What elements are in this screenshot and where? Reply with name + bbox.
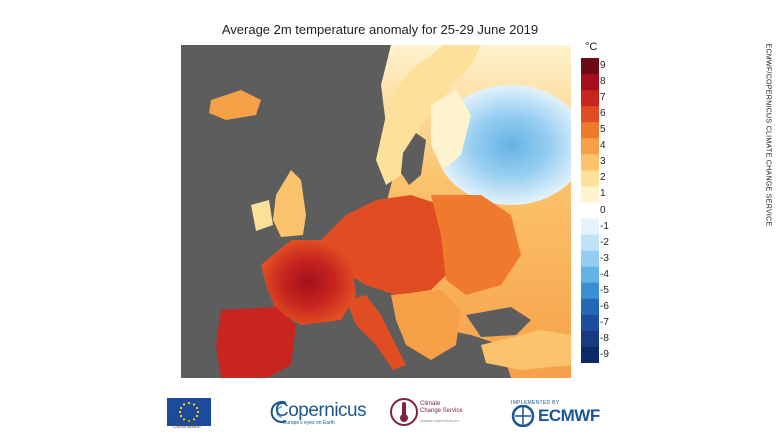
colorbar-tick-label: 1 bbox=[600, 188, 606, 200]
colorbar-tick-label: 5 bbox=[600, 124, 606, 136]
colorbar-step bbox=[581, 58, 599, 75]
colorbar-step bbox=[581, 74, 599, 91]
colorbar-step bbox=[581, 298, 599, 316]
ireland bbox=[251, 200, 273, 231]
ecmwf-implemented-label: IMPLEMENTED BY bbox=[511, 400, 560, 406]
colorbar-tick-label: -3 bbox=[600, 252, 609, 264]
colorbar-tick-label: -7 bbox=[600, 316, 609, 328]
copernicus-swirl-icon bbox=[270, 401, 287, 423]
colorbar-tick-label: -5 bbox=[600, 284, 609, 296]
colorbar-step bbox=[581, 138, 599, 155]
colorbar-tick-label: -4 bbox=[600, 268, 609, 280]
colorbar-tick-label: 6 bbox=[600, 108, 606, 120]
temperature-anomaly-map bbox=[181, 45, 571, 378]
colorbar-step bbox=[581, 106, 599, 123]
colorbar-step bbox=[581, 266, 599, 284]
colorbar-step bbox=[581, 154, 599, 171]
colorbar-tick-label: -8 bbox=[600, 332, 609, 344]
copernicus-logo-text: Copernicus bbox=[275, 400, 367, 421]
france bbox=[261, 240, 356, 325]
copernicus-tagline: Europe's eyes on Earth bbox=[283, 420, 335, 426]
iberia bbox=[216, 307, 296, 378]
side-credit-text: ECMWF/COPERNICUS CLIMATE CHANGE SERVICE bbox=[764, 43, 772, 227]
colorbar-step bbox=[581, 122, 599, 139]
colorbar-step bbox=[581, 282, 599, 300]
colorbar bbox=[581, 58, 599, 363]
colorbar-tick-label: 0 bbox=[600, 204, 606, 216]
colorbar-tick-label: -1 bbox=[600, 220, 609, 232]
colorbar-tick-label: 7 bbox=[600, 92, 606, 104]
c3s-label: Climate Change Service bbox=[420, 401, 463, 414]
colorbar-tick-label: -2 bbox=[600, 236, 609, 248]
colorbar-step bbox=[581, 330, 599, 348]
british-isles bbox=[273, 170, 306, 237]
finland bbox=[431, 90, 471, 170]
side-credit: ECMWF/COPERNICUS CLIMATE CHANGE SERVICE bbox=[762, 40, 774, 230]
logo-strip: European Commission Copernicus Europe's e… bbox=[0, 392, 780, 432]
ec-label: European Commission bbox=[173, 419, 201, 430]
scandinavia bbox=[376, 45, 481, 185]
colorbar-step bbox=[581, 90, 599, 107]
colorbar-step bbox=[581, 186, 599, 203]
eastern-europe bbox=[431, 195, 521, 295]
colorbar-step bbox=[581, 202, 599, 220]
c3s-url: climate.copernicus.eu bbox=[420, 418, 459, 423]
colorbar-step bbox=[581, 250, 599, 268]
thermometer-icon bbox=[390, 398, 418, 426]
colorbar-tick-label: -9 bbox=[600, 348, 609, 360]
eu-flag-icon bbox=[167, 398, 211, 426]
central-europe bbox=[321, 195, 461, 295]
turkey bbox=[481, 330, 571, 370]
colorbar-unit: °C bbox=[585, 41, 598, 53]
colorbar-tick-label: -6 bbox=[600, 300, 609, 312]
colorbar-step bbox=[581, 234, 599, 252]
ecmwf-globe-icon bbox=[511, 405, 535, 427]
iceland bbox=[209, 90, 261, 120]
colorbar-tick-label: 3 bbox=[600, 156, 606, 168]
colorbar-step bbox=[581, 314, 599, 332]
balkans bbox=[391, 290, 461, 360]
baltic-sea bbox=[401, 133, 426, 185]
colorbar-step bbox=[581, 346, 599, 363]
colorbar-tick-label: 4 bbox=[600, 140, 606, 152]
colorbar-tick-label: 9 bbox=[600, 60, 606, 72]
colorbar-tick-label: 2 bbox=[600, 172, 606, 184]
ecmwf-logo-text: ECMWF bbox=[538, 406, 600, 425]
mediterranean-east bbox=[411, 360, 501, 378]
map-title: Average 2m temperature anomaly for 25-29… bbox=[221, 22, 539, 37]
italy bbox=[346, 295, 406, 370]
colorbar-tick-label: 8 bbox=[600, 76, 606, 88]
colorbar-step bbox=[581, 218, 599, 236]
colorbar-step bbox=[581, 170, 599, 187]
black-sea bbox=[466, 307, 531, 337]
